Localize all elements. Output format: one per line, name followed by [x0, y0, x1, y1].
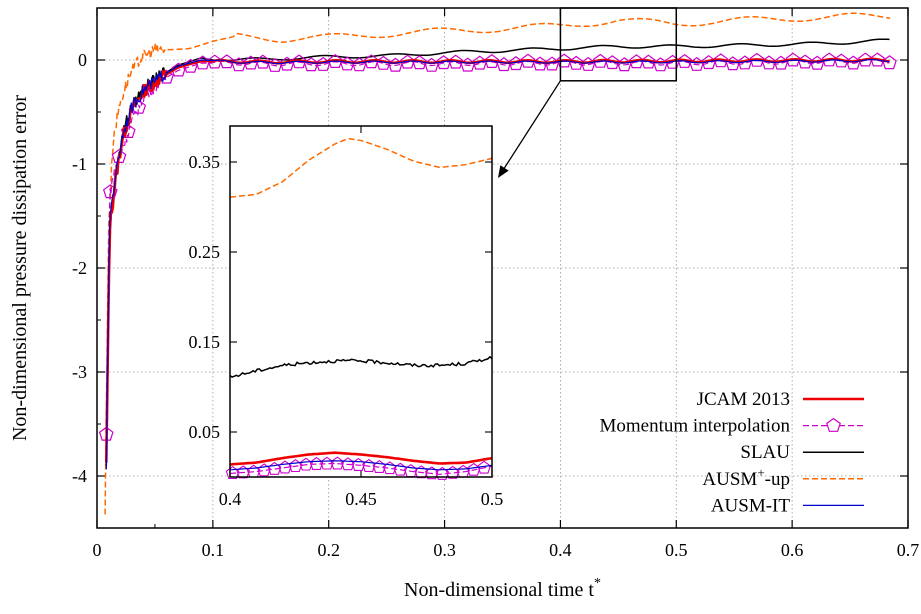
inset-y-tick-label: 0.35: [189, 152, 221, 172]
data-point-marker: [255, 54, 271, 69]
inset-frame: [229, 125, 493, 478]
legend-label: AUSM+-up: [702, 465, 790, 490]
inset-data-point-marker: [445, 465, 460, 479]
data-point-marker: [496, 57, 512, 72]
legend-item-ausm-up: AUSM+-up: [702, 465, 864, 490]
series-line-momentum-interpolation: [105, 58, 890, 434]
data-point-marker: [327, 54, 343, 69]
zoom-arrowhead: [498, 165, 509, 178]
inset-x-tick-label: 0.45: [345, 489, 377, 509]
y-tick-label: -2: [72, 258, 87, 278]
inset-plot: 0.05 0.15 0.25 0.35 0.4 0.45 0.5: [189, 126, 504, 509]
inset-series-line-ausm-up: [229, 138, 493, 198]
x-tick-label: 0.5: [665, 540, 688, 560]
legend-label: JCAM 2013: [697, 389, 790, 410]
data-point-marker: [484, 54, 500, 69]
legend-marker: [826, 417, 841, 432]
legend-label: Momentum interpolation: [599, 416, 790, 437]
inset-data-point-marker: [435, 466, 450, 480]
legend-item-slau: SLAU: [740, 442, 864, 463]
legend-item-ausm-it: AUSM-IT: [711, 495, 864, 516]
y-tick-label: 0: [78, 50, 87, 70]
inset-series-line-jcam-2013: [229, 451, 493, 466]
y-tick-label: -4: [72, 466, 87, 486]
plot-frame: [96, 7, 909, 529]
x-tick-label: 0.2: [317, 540, 340, 560]
series-line-ausm-it: [105, 58, 890, 470]
data-point-marker: [725, 56, 741, 71]
series-lines: [98, 12, 897, 515]
x-tick-label: 0: [93, 540, 102, 560]
data-point-marker: [291, 54, 307, 69]
axis-ticks: 0 0.1 0.2 0.3 0.4 0.5 0.6 0.7 -4 -3 -2 -1 0: [72, 7, 920, 560]
legend-item-jcam-2013: JCAM 2013: [697, 389, 864, 410]
data-point-marker: [171, 62, 186, 77]
x-tick-label: 0.4: [549, 540, 572, 560]
data-point-marker: [520, 53, 536, 68]
data-point-marker: [592, 53, 608, 68]
inset-background: [230, 126, 492, 477]
inset-x-tick-label: 0.4: [219, 489, 242, 509]
data-point-marker: [460, 57, 476, 72]
x-axis-label: Non-dimensional time t*: [404, 576, 601, 601]
data-point-marker: [713, 53, 729, 68]
legend-label: SLAU: [740, 442, 790, 463]
inset-y-tick-label: 0.05: [189, 422, 221, 442]
data-point-marker: [870, 52, 885, 67]
legend-item-momentum-interpolation: Momentum interpolation: [599, 416, 864, 437]
inset-series-line-ausm-it: [229, 460, 493, 471]
legend: JCAM 2013 Momentum interpolation SLAUAUSM+…: [599, 389, 864, 516]
data-point-marker: [363, 54, 379, 69]
data-point-marker: [785, 52, 801, 67]
data-point-marker: [556, 53, 572, 68]
zoom-window-box: [559, 7, 678, 82]
inset-x-tick-label: 0.5: [481, 489, 504, 509]
legend-label: AUSM-IT: [711, 495, 791, 516]
inset-y-tick-label: 0.25: [189, 242, 221, 262]
inset-data-point-marker: [477, 460, 491, 474]
inset-y-tick-label: 0.15: [189, 332, 221, 352]
series-line-ausm-up: [104, 12, 891, 515]
y-tick-label: -3: [72, 362, 87, 382]
zoom-arrow: [503, 80, 561, 169]
inset-series-line-slau: [229, 355, 493, 378]
x-tick-label: 0.6: [781, 540, 804, 560]
data-point-marker: [749, 52, 765, 67]
x-tick-label: 0.1: [202, 540, 225, 560]
y-tick-label: -1: [72, 154, 87, 174]
data-point-marker: [821, 52, 837, 67]
x-tick-label: 0.7: [897, 540, 920, 560]
data-point-marker: [689, 56, 705, 71]
x-tick-label: 0.3: [433, 540, 456, 560]
y-axis-label: Non-dimensional pressure dissipation err…: [9, 95, 31, 441]
